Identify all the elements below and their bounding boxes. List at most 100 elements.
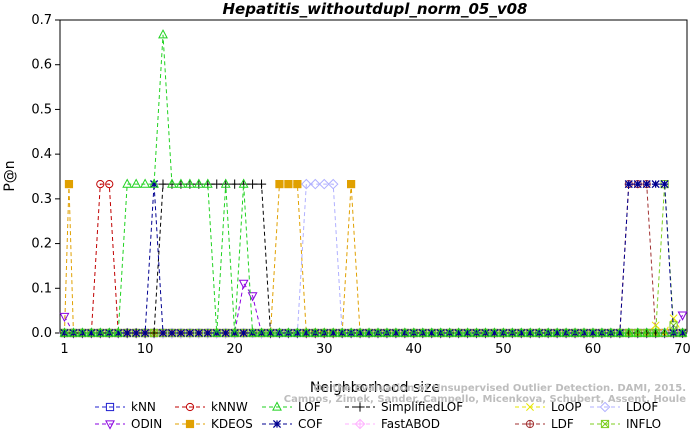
legend-item-kdeos: KDEOS bbox=[175, 417, 253, 431]
data-point-lof bbox=[570, 327, 580, 337]
y-tick-label: 0.6 bbox=[31, 58, 52, 73]
data-point-cof bbox=[194, 328, 203, 338]
data-point-loop bbox=[669, 314, 678, 323]
legend-marker-lof bbox=[272, 401, 282, 411]
data-point-lof bbox=[390, 327, 401, 337]
data-point-cof bbox=[149, 180, 159, 189]
data-point-ldof bbox=[211, 327, 223, 339]
data-point-simplifiedlof bbox=[256, 179, 267, 189]
y-tick-label: 0.5 bbox=[31, 102, 52, 117]
data-point-ldof bbox=[193, 327, 205, 339]
series-knnw bbox=[60, 180, 687, 338]
data-point-lof bbox=[247, 327, 258, 337]
data-point-lof bbox=[355, 327, 365, 337]
data-point-lof bbox=[579, 327, 589, 337]
data-point-cof bbox=[588, 328, 598, 338]
legend-label-loop: LoOP bbox=[551, 400, 582, 414]
data-point-lof bbox=[444, 327, 455, 337]
data-point-lof bbox=[480, 327, 491, 337]
series-line-kdeos bbox=[63, 183, 683, 334]
data-point-ldof bbox=[157, 327, 169, 339]
x-tick-label: 40 bbox=[406, 342, 423, 357]
legend-item-simplifiedlof: SimplifiedLOF bbox=[345, 400, 463, 414]
data-point-lof bbox=[605, 327, 616, 337]
legend-item-loop: LoOP bbox=[515, 400, 582, 414]
legend-marker-ldof bbox=[599, 401, 611, 413]
data-point-cof bbox=[660, 180, 669, 189]
data-point-lof bbox=[310, 327, 321, 337]
data-point-cof bbox=[553, 328, 562, 338]
data-point-lof bbox=[668, 327, 679, 337]
y-tick-label: 0.4 bbox=[31, 147, 52, 162]
legend-marker-knnw bbox=[185, 402, 195, 412]
data-point-cof bbox=[615, 328, 624, 338]
data-point-lof bbox=[641, 327, 652, 337]
y-tick-label: 0.1 bbox=[31, 281, 52, 296]
data-point-lof bbox=[435, 327, 446, 337]
x-tick-label: 70 bbox=[674, 342, 691, 357]
data-point-cof bbox=[356, 328, 365, 338]
x-axis-label: Neighborhood size bbox=[310, 380, 440, 396]
data-point-lof bbox=[292, 327, 303, 337]
data-point-simplifiedlof bbox=[212, 179, 222, 189]
legend-marker-ldf bbox=[525, 419, 535, 429]
data-point-lof bbox=[265, 327, 276, 337]
legend-label-knn: kNN bbox=[131, 400, 156, 414]
data-point-lof bbox=[86, 327, 97, 337]
legend-item-ldf: LDF bbox=[515, 417, 574, 431]
data-point-lof bbox=[489, 327, 500, 337]
legend-marker-loop bbox=[526, 403, 534, 411]
legend-item-ldof: LDOF bbox=[590, 400, 658, 414]
data-point-lof bbox=[202, 178, 213, 188]
data-point-cof bbox=[212, 328, 221, 338]
data-point-lof bbox=[167, 178, 177, 188]
series-layer bbox=[59, 29, 688, 339]
legend-item-odin: ODIN bbox=[95, 417, 162, 431]
legend-item-inflo: INFLO bbox=[590, 417, 661, 431]
credit-line-1: On the Evaluation of Unsupervised Outlie… bbox=[313, 383, 686, 394]
data-point-cof bbox=[141, 328, 150, 338]
legend-label-simplifiedlof: SimplifiedLOF bbox=[381, 400, 463, 414]
data-point-lof bbox=[337, 327, 348, 337]
legend-label-odin: ODIN bbox=[131, 417, 162, 431]
legend-label-ldf: LDF bbox=[551, 417, 574, 431]
data-point-lof bbox=[399, 327, 410, 337]
x-tick-label: 10 bbox=[137, 342, 154, 357]
data-point-lof bbox=[328, 327, 339, 337]
data-point-lof bbox=[534, 327, 545, 337]
data-point-cof bbox=[391, 328, 400, 338]
legend-item-cof: COF bbox=[262, 417, 323, 431]
legend-marker-inflo bbox=[600, 419, 610, 429]
data-point-lof bbox=[175, 178, 186, 188]
data-point-cof bbox=[302, 328, 311, 338]
x-tick-label: 20 bbox=[226, 342, 243, 357]
data-point-cof bbox=[624, 180, 633, 189]
y-tick-label: 0.0 bbox=[31, 326, 52, 341]
data-point-lof bbox=[220, 178, 231, 188]
legend-label-lof: LOF bbox=[298, 400, 321, 414]
data-point-cof bbox=[132, 328, 141, 338]
legend-label-ldof: LDOF bbox=[626, 400, 658, 414]
x-tick-label: 60 bbox=[585, 342, 602, 357]
data-point-lof bbox=[659, 327, 670, 337]
data-point-lof bbox=[238, 178, 249, 188]
series-line-odin bbox=[64, 282, 683, 334]
data-point-simplifiedlof bbox=[247, 179, 258, 189]
data-point-lof bbox=[498, 327, 509, 337]
legend-marker-kdeos bbox=[185, 419, 195, 429]
data-point-lof bbox=[95, 327, 106, 337]
data-point-lof bbox=[283, 327, 294, 337]
legend-marker-simplifiedlof bbox=[355, 402, 365, 412]
legend-label-inflo: INFLO bbox=[626, 417, 661, 431]
data-point-odin bbox=[238, 279, 249, 290]
data-point-lof bbox=[552, 327, 563, 337]
series-cof bbox=[60, 180, 687, 338]
data-point-lof bbox=[453, 327, 464, 337]
data-point-cof bbox=[239, 328, 248, 338]
data-point-ldof bbox=[184, 327, 196, 339]
data-point-knnw bbox=[96, 180, 105, 189]
chart-title: Hepatitis_withoutdupl_norm_05_v08 bbox=[223, 0, 528, 18]
series-line-inflo bbox=[64, 184, 683, 334]
data-point-cof bbox=[293, 328, 302, 338]
